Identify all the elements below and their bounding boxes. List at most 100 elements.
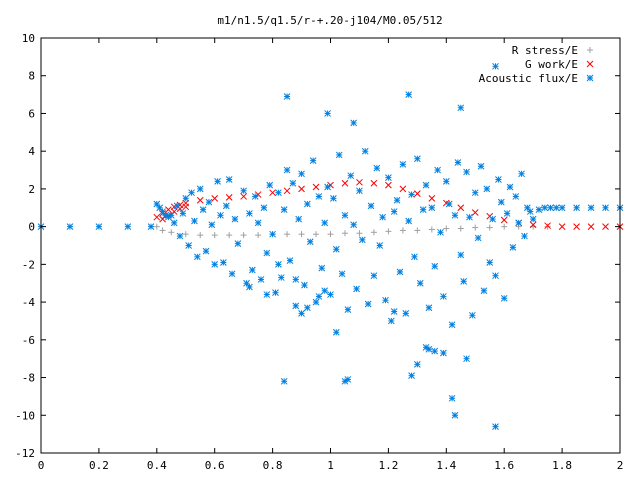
- data-point: [428, 226, 435, 233]
- data-point: [344, 306, 352, 313]
- x-tick-label: 0.8: [263, 459, 283, 472]
- data-point: [324, 110, 331, 117]
- data-point: [124, 223, 132, 230]
- data-point: [428, 194, 436, 202]
- data-point: [240, 232, 247, 239]
- data-point: [95, 223, 103, 230]
- data-point: [486, 259, 494, 266]
- data-point: [255, 232, 262, 239]
- data-point: [486, 224, 493, 231]
- data-point: [480, 287, 488, 295]
- data-point: [367, 202, 375, 210]
- data-point: [179, 210, 187, 217]
- data-point: [269, 230, 276, 238]
- data-point: [370, 179, 378, 187]
- data-point: [283, 187, 291, 195]
- y-tick-label: 4: [28, 145, 35, 158]
- data-point: [211, 232, 218, 239]
- data-point: [341, 211, 349, 219]
- data-point: [275, 189, 282, 197]
- data-point: [483, 185, 491, 193]
- data-point: [263, 249, 271, 257]
- y-tick-label: -12: [15, 447, 35, 460]
- data-point: [226, 232, 233, 239]
- data-point: [330, 194, 337, 202]
- data-point: [399, 161, 407, 168]
- x-tick-label: 2: [617, 459, 624, 472]
- data-point: [211, 194, 219, 202]
- data-point: [280, 206, 288, 214]
- data-point: [544, 223, 551, 230]
- data-point: [312, 183, 320, 191]
- data-point: [356, 187, 363, 195]
- data-point: [321, 219, 329, 227]
- data-point: [443, 225, 450, 232]
- data-point: [445, 200, 453, 208]
- data-point: [408, 372, 415, 380]
- data-point: [246, 210, 253, 217]
- data-point: [182, 194, 190, 202]
- data-point: [298, 170, 305, 178]
- data-point: [529, 221, 537, 229]
- data-point: [526, 208, 534, 215]
- data-point: [315, 193, 323, 200]
- data-point: [191, 217, 198, 225]
- data-point: [587, 223, 595, 230]
- data-point: [385, 228, 392, 235]
- data-point: [411, 253, 418, 261]
- data-point: [558, 204, 566, 212]
- data-point: [231, 215, 239, 223]
- data-point: [463, 168, 470, 176]
- data-point: [350, 221, 358, 229]
- data-point: [370, 229, 377, 236]
- data-point: [283, 166, 291, 174]
- data-point: [284, 231, 291, 238]
- x-tick-label: 1: [327, 459, 334, 472]
- data-point: [373, 164, 381, 172]
- data-point: [228, 270, 236, 278]
- data-point: [280, 377, 288, 385]
- data-point: [457, 251, 465, 259]
- data-point: [202, 247, 210, 255]
- data-point: [313, 231, 320, 238]
- data-point: [196, 185, 204, 193]
- data-point: [176, 232, 184, 240]
- legend-marker: [586, 60, 594, 68]
- data-point: [358, 236, 366, 244]
- y-tick-label: -4: [22, 296, 36, 309]
- data-point: [356, 178, 363, 186]
- data-point: [251, 193, 259, 200]
- x-tick-label: 0.6: [205, 459, 225, 472]
- data-point: [448, 394, 456, 402]
- tick-layer: 0 0.2 0.4 0.6 0.8 1 1.2 1.4 1.6 1.8 2 -12 -10 -8 -6 -4 -…: [15, 32, 623, 472]
- data-point: [416, 279, 424, 287]
- data-point: [500, 216, 508, 224]
- data-point: [451, 211, 459, 219]
- data-point: [350, 119, 358, 127]
- data-point: [451, 411, 459, 419]
- data-point: [225, 194, 233, 201]
- data-point: [341, 230, 348, 237]
- data-point: [515, 219, 523, 227]
- series-2: [37, 62, 624, 430]
- data-point: [205, 198, 213, 206]
- data-point: [188, 189, 195, 197]
- data-point: [222, 202, 230, 210]
- data-point: [353, 285, 360, 293]
- data-point: [182, 203, 190, 211]
- data-point: [602, 204, 609, 212]
- data-point: [382, 296, 389, 304]
- data-point: [544, 222, 551, 230]
- data-point: [170, 219, 178, 227]
- data-point: [474, 234, 482, 242]
- legend-label: R stress/E: [512, 44, 578, 57]
- data-point: [338, 270, 346, 278]
- y-tick-label: 2: [28, 183, 35, 196]
- data-point: [440, 349, 447, 357]
- data-point: [159, 215, 166, 223]
- data-point: [318, 264, 326, 272]
- data-point: [243, 279, 250, 287]
- data-point: [547, 204, 554, 212]
